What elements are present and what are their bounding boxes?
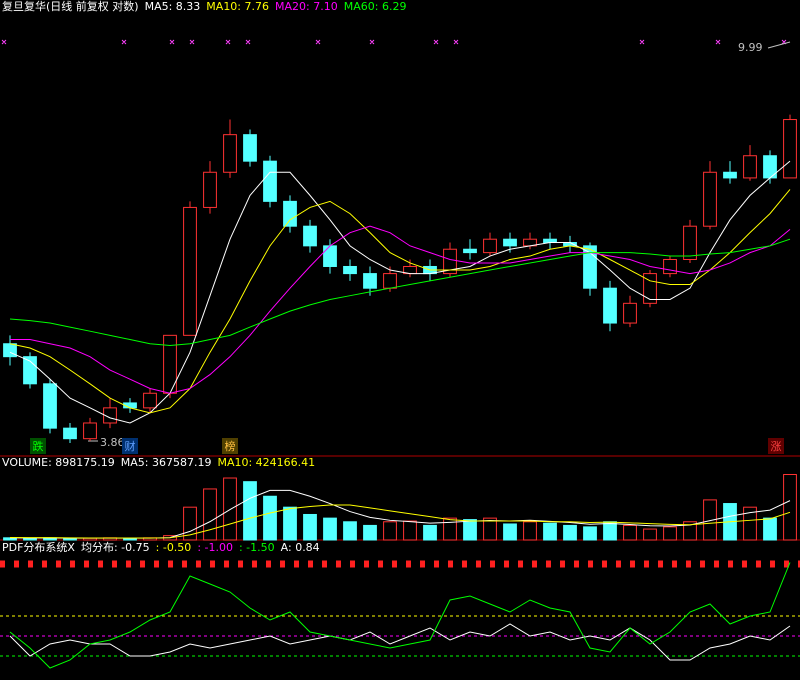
- volume-ma: [9, 504, 791, 539]
- volume-bar: [483, 517, 497, 541]
- volume-bar: [123, 538, 137, 541]
- volume-bar: [503, 523, 517, 541]
- high-label: 9.99: [738, 41, 763, 54]
- candle-body: [63, 427, 77, 440]
- candle-body: [623, 302, 637, 324]
- volume-bar: [363, 524, 377, 541]
- candle-body: [483, 238, 497, 254]
- volume-bar: [783, 474, 797, 541]
- badge-text: 涨: [771, 440, 782, 453]
- volume-bar: [203, 488, 217, 541]
- ma-line: [9, 189, 791, 414]
- header-text: VOLUME: 898175.19: [2, 456, 115, 469]
- candle-body: [183, 206, 197, 336]
- candle-body: [203, 171, 217, 208]
- indicator-line: [9, 562, 791, 669]
- volume-bar: [763, 517, 777, 541]
- volume-bar: [563, 524, 577, 541]
- indicator-header: PDF分布系统X 均分布: -0.75 : -0.50 : -1.00 : -1.50 A…: [2, 541, 320, 554]
- header-text: 均分布: -0.75: [81, 541, 150, 554]
- badge: [122, 438, 138, 454]
- candle-body: [683, 225, 697, 260]
- header-text: : -0.50: [156, 541, 192, 554]
- volume-bar: [63, 538, 77, 541]
- candle-body: [323, 245, 337, 267]
- volume-bar: [623, 524, 637, 541]
- badge-text: 财: [125, 439, 136, 453]
- badge: [768, 438, 784, 454]
- low-label: 3.86: [100, 436, 125, 449]
- candle-body: [703, 171, 717, 227]
- ma-line: [9, 160, 791, 424]
- candle-body: [783, 119, 797, 179]
- price-header: 复旦复华(日线 前复权 对数) MA5: 8.33 MA10: 7.76 MA20: …: [2, 0, 406, 13]
- candle-body: [343, 265, 357, 275]
- volume-bar: [283, 506, 297, 541]
- volume-bar: [543, 522, 557, 541]
- candle-body: [443, 248, 457, 275]
- marker-row: [1, 39, 787, 45]
- candle-body: [663, 258, 677, 275]
- candle-body: [303, 225, 317, 247]
- volume-bar: [443, 517, 457, 541]
- candle-body: [743, 155, 757, 179]
- header-text: : -1.50: [239, 541, 275, 554]
- volume-bar: [603, 521, 617, 541]
- volume-bar: [423, 524, 437, 541]
- candle-body: [283, 200, 297, 227]
- candle-body: [503, 238, 517, 247]
- candle-body: [143, 392, 157, 409]
- candle-body: [383, 273, 397, 289]
- header-text: 复旦复华(日线 前复权 对数): [2, 0, 139, 13]
- candle-body: [83, 422, 97, 440]
- header-text: MA10: 424166.41: [217, 456, 315, 469]
- header-text: MA60: 6.29: [344, 0, 407, 13]
- badge-text: 榜: [225, 439, 236, 453]
- candle-body: [43, 383, 57, 429]
- candle-body: [243, 134, 257, 162]
- volume-bar: [343, 521, 357, 541]
- indicator-line: [9, 623, 791, 661]
- high-arrow: [767, 41, 791, 49]
- volume-bar: [583, 526, 597, 541]
- badge-text: 跌: [33, 439, 44, 453]
- badge: [222, 438, 238, 454]
- header-text: MA20: 7.10: [275, 0, 338, 13]
- header-text: : -1.00: [197, 541, 233, 554]
- volume-bar: [663, 526, 677, 541]
- candle-body: [583, 245, 597, 289]
- volume-bar: [323, 517, 337, 541]
- volume-bar: [303, 513, 317, 541]
- header-text: PDF分布系统X: [2, 541, 75, 554]
- volume-bar: [703, 499, 717, 541]
- candle-body: [223, 134, 237, 173]
- badge: [30, 438, 46, 454]
- volume-bar: [263, 495, 277, 541]
- volume-bar: [743, 506, 757, 541]
- volume-bar: [383, 521, 397, 541]
- header-text: MA10: 7.76: [206, 0, 269, 13]
- candle-body: [723, 171, 737, 179]
- candle-body: [603, 287, 617, 324]
- volume-bar: [463, 519, 477, 541]
- header-text: MA5: 367587.19: [121, 456, 212, 469]
- volume-bar: [683, 521, 697, 541]
- ma-line: [10, 225, 791, 394]
- volume-bar: [523, 521, 537, 541]
- candle-body: [263, 160, 277, 202]
- volume-bar: [243, 481, 257, 541]
- candle-body: [463, 248, 477, 254]
- volume-header: VOLUME: 898175.19 MA5: 367587.19 MA10: 424…: [2, 456, 315, 469]
- header-text: A: 0.84: [281, 541, 320, 554]
- header-text: MA5: 8.33: [145, 0, 201, 13]
- ma-line: [9, 238, 791, 346]
- volume-bar: [643, 528, 657, 541]
- candle-body: [363, 273, 377, 289]
- volume-bar: [403, 520, 417, 541]
- volume-bar: [183, 506, 197, 541]
